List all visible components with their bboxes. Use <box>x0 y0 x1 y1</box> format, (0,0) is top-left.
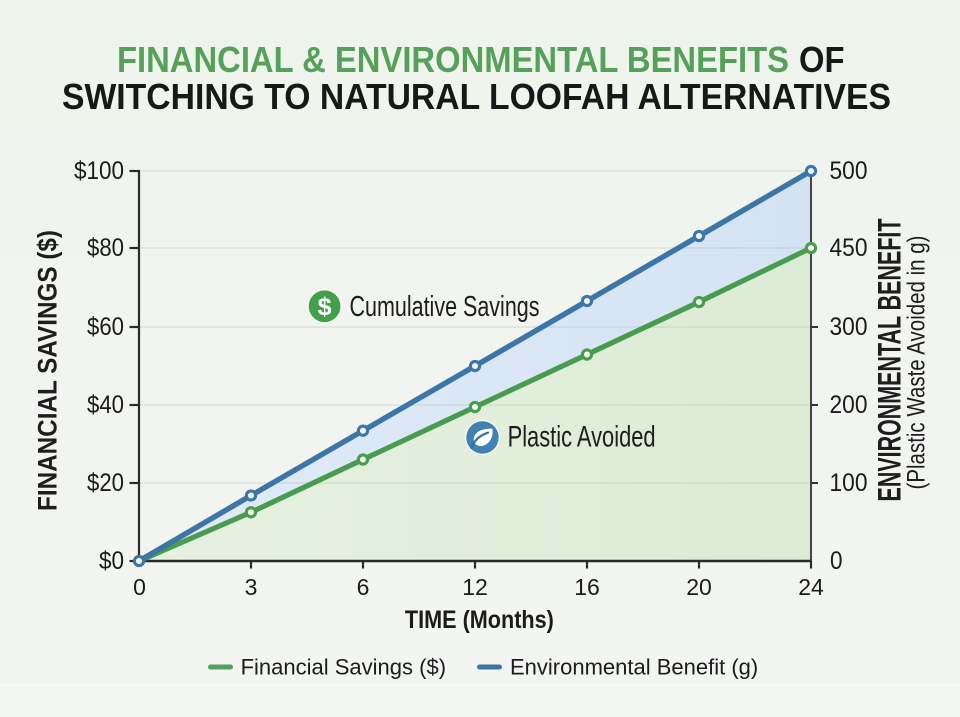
svg-text:20: 20 <box>686 574 712 600</box>
svg-text:3: 3 <box>245 574 258 600</box>
svg-text:$40: $40 <box>87 391 124 419</box>
svg-text:500: 500 <box>830 157 868 185</box>
svg-text:450: 450 <box>830 234 868 262</box>
svg-text:(Plastic Waste Avoided in g): (Plastic Waste Avoided in g) <box>903 236 931 490</box>
svg-text:300: 300 <box>830 313 868 341</box>
svg-text:Cumulative Savings: Cumulative Savings <box>350 291 540 323</box>
svg-text:Plastic Avoided: Plastic Avoided <box>508 421 656 454</box>
svg-text:$80: $80 <box>87 234 124 262</box>
svg-text:TIME (Months): TIME (Months) <box>405 606 554 634</box>
svg-text:$100: $100 <box>74 157 124 185</box>
svg-text:0: 0 <box>133 574 146 600</box>
svg-text:24: 24 <box>798 574 824 600</box>
svg-text:$60: $60 <box>87 313 124 341</box>
svg-text:12: 12 <box>462 574 488 600</box>
svg-text:6: 6 <box>357 574 370 600</box>
svg-text:SWITCHING TO NATURAL LOOFAH AL: SWITCHING TO NATURAL LOOFAH ALTERNATIVES <box>62 76 891 117</box>
svg-text:ENVIRONMENTAL BENEFIT: ENVIRONMENTAL BENEFIT <box>872 218 908 501</box>
svg-text:Environmental Benefit (g): Environmental Benefit (g) <box>510 654 758 679</box>
svg-text:16: 16 <box>574 574 600 600</box>
svg-text:0: 0 <box>830 547 843 575</box>
svg-text:Financial Savings ($): Financial Savings ($) <box>241 654 446 679</box>
svg-text:FINANCIAL SAVINGS ($): FINANCIAL SAVINGS ($) <box>33 230 63 511</box>
svg-text:$: $ <box>318 293 332 321</box>
svg-text:OF: OF <box>799 39 845 80</box>
svg-text:200: 200 <box>830 391 868 419</box>
svg-text:$0: $0 <box>99 547 124 575</box>
svg-text:FINANCIAL & ENVIRONMENTAL BENE: FINANCIAL & ENVIRONMENTAL BENEFITS <box>117 39 789 80</box>
svg-text:100: 100 <box>830 469 868 497</box>
svg-text:$20: $20 <box>87 469 124 497</box>
